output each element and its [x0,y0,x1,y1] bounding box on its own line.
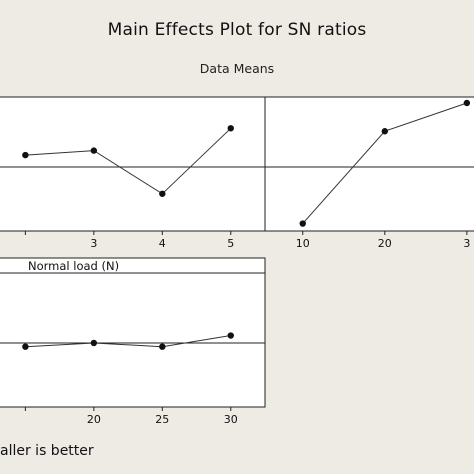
data-point-top-left [22,151,29,159]
strip-label-normal-load: Normal load (N) [28,259,119,273]
x-tick-label-bottom-left: 25 [155,413,169,426]
panel-bottom-left [0,272,266,408]
strip-bottom-left [0,257,266,274]
x-tick-label-top-right: 20 [378,237,392,250]
panel-top-left [0,96,266,232]
data-point-top-right [299,220,306,227]
x-tick-label-top-left: 3 [90,237,97,250]
data-point-top-left [90,147,98,154]
data-point-bottom-left [159,343,166,350]
data-point-top-right [463,99,471,107]
data-point-top-right [381,128,389,135]
chart-subtitle: Data Means [199,61,275,76]
footnote: aller is better [0,443,94,459]
x-tick-label-bottom-left: 20 [87,413,101,426]
data-point-top-left [227,125,234,132]
x-tick-label-top-right: 3 [463,237,470,250]
series-line-top-left [25,127,232,195]
data-point-bottom-left [227,332,234,339]
data-point-bottom-left [90,339,98,347]
x-tick-label-top-left: 4 [159,237,166,250]
data-point-top-left [159,190,166,197]
x-tick-label-bottom-left: 30 [224,413,238,426]
chart-title: Main Effects Plot for SN ratios [107,20,367,40]
x-tick-label-top-right: 10 [296,237,310,250]
series-line-bottom-left [25,335,231,348]
panel-top-right [264,96,474,232]
data-point-bottom-left [22,343,29,350]
x-tick-label-top-left: 5 [227,237,234,250]
